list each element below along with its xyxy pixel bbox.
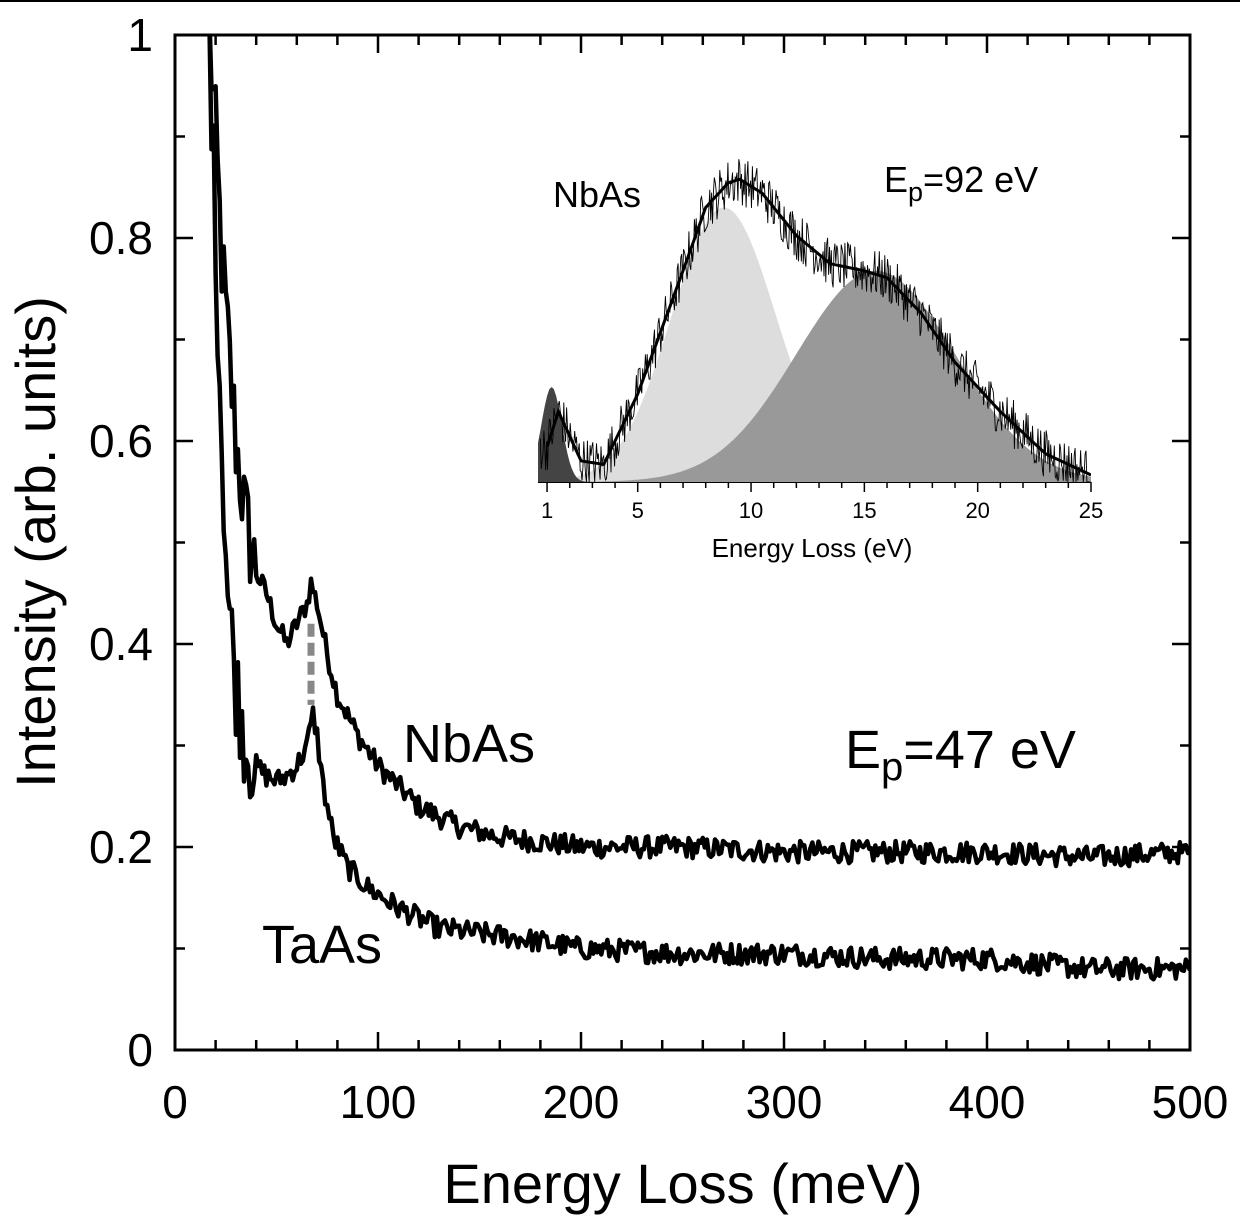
x-axis-label: Energy Loss (meV) <box>443 1152 922 1215</box>
inset-x-tick-label: 25 <box>1079 498 1103 523</box>
series-label-taas: TaAs <box>262 915 382 975</box>
series-line-nbas <box>207 35 1190 869</box>
beam-energy-main-value: =47 eV <box>903 720 1076 780</box>
inset-x-axis-label: Energy Loss (eV) <box>712 533 913 563</box>
inset-plot: 1 5 10 15 20 25 Energy Loss (eV) NbAs Ep=92 e… <box>538 159 1103 563</box>
inset-fit-curve <box>545 177 1091 477</box>
inset-raw-spectrum <box>539 159 1091 482</box>
main-x-tick-label: 300 <box>746 1076 823 1128</box>
inset-fit-peak-2 <box>538 207 1091 482</box>
inset-x-tick-label: 15 <box>852 498 876 523</box>
main-x-tick-label: 500 <box>1152 1076 1229 1128</box>
beam-energy-main-symbol: E <box>845 720 881 780</box>
series-line-taas <box>207 35 1190 982</box>
inset-x-tick-label: 5 <box>632 498 644 523</box>
inset-x-tick-labels: 1 5 10 15 20 25 <box>541 498 1103 523</box>
main-y-tick-label: 0 <box>127 1024 153 1076</box>
main-x-tick-label: 200 <box>543 1076 620 1128</box>
main-y-tick-labels: 0 0.2 0.4 0.6 0.8 1 <box>89 9 153 1076</box>
main-x-tick-label: 100 <box>340 1076 417 1128</box>
beam-energy-label-main: Ep=47 eV <box>845 720 1076 789</box>
main-x-tick-label: 400 <box>949 1076 1026 1128</box>
main-y-tick-label: 0.6 <box>89 415 153 467</box>
beam-energy-inset-subscript: p <box>908 177 923 207</box>
beam-energy-main-subscript: p <box>881 745 903 789</box>
inset-ticks <box>546 482 1092 492</box>
main-x-tick-labels: 0 100 200 300 400 500 <box>162 1076 1228 1128</box>
top-border-line <box>0 0 1240 2</box>
main-y-tick-label: 0.4 <box>89 618 153 670</box>
beam-energy-inset-value: =92 eV <box>923 159 1038 200</box>
inset-x-tick-label: 10 <box>739 498 763 523</box>
main-ticks <box>175 35 1190 1050</box>
inset-x-tick-label: 1 <box>541 498 553 523</box>
inset-sample-label: NbAs <box>553 174 641 215</box>
inset-x-tick-label: 20 <box>965 498 989 523</box>
main-y-tick-label: 1 <box>127 9 153 61</box>
inset-fit-peak-3 <box>538 270 1091 482</box>
y-axis-label: Intensity (arb. units) <box>4 296 67 788</box>
main-y-tick-label: 0.2 <box>89 821 153 873</box>
main-y-tick-label: 0.8 <box>89 212 153 264</box>
series-label-nbas: NbAs <box>403 714 535 774</box>
main-x-tick-label: 0 <box>162 1076 188 1128</box>
beam-energy-label-inset: Ep=92 eV <box>884 159 1038 207</box>
beam-energy-inset-symbol: E <box>884 159 908 200</box>
